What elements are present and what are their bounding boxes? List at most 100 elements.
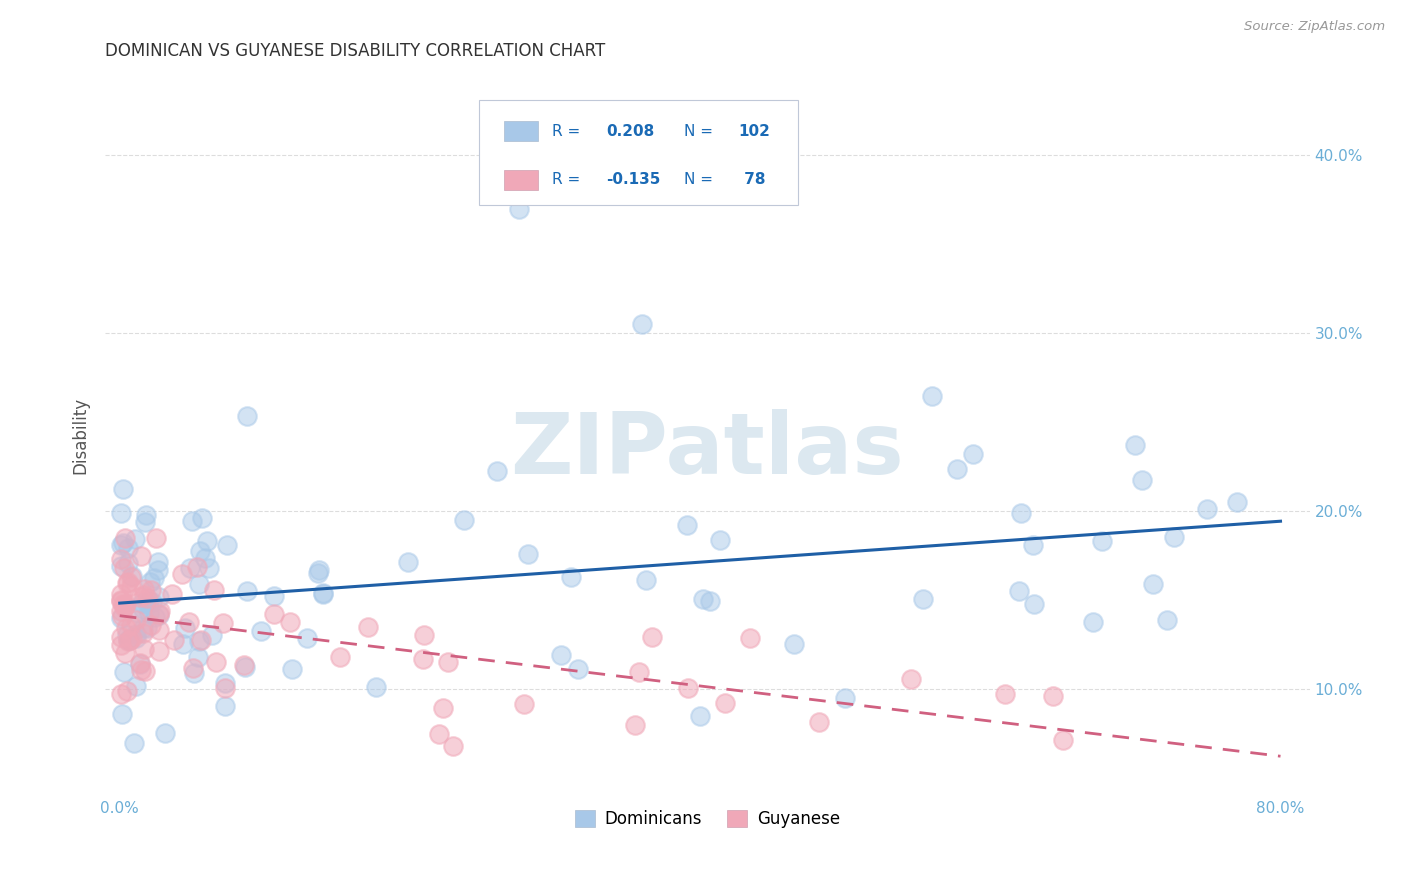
Point xyxy=(263,607,285,621)
Point xyxy=(513,697,536,711)
Point xyxy=(312,586,335,600)
Point xyxy=(149,604,172,618)
Point xyxy=(110,687,132,701)
Point xyxy=(188,543,211,558)
Point xyxy=(136,621,159,635)
Point xyxy=(148,623,170,637)
FancyBboxPatch shape xyxy=(478,101,797,205)
Point xyxy=(912,591,935,606)
Point xyxy=(174,621,197,635)
Point xyxy=(921,388,943,402)
Point xyxy=(194,550,217,565)
Point xyxy=(198,561,221,575)
Point xyxy=(117,632,139,647)
Point xyxy=(141,595,163,609)
Point xyxy=(110,611,132,625)
Point xyxy=(235,583,257,598)
Point xyxy=(1042,689,1064,703)
Point xyxy=(214,676,236,690)
Point xyxy=(211,616,233,631)
Point xyxy=(160,586,183,600)
Point xyxy=(110,604,132,618)
Point xyxy=(1083,615,1105,629)
Point xyxy=(624,718,647,732)
Point xyxy=(699,594,721,608)
Point xyxy=(1022,597,1045,611)
Point xyxy=(486,465,509,479)
Point xyxy=(994,687,1017,701)
Point xyxy=(1163,530,1185,544)
Point xyxy=(412,652,434,666)
Point xyxy=(118,632,141,647)
Point xyxy=(186,650,208,665)
Text: ZIPatlas: ZIPatlas xyxy=(510,409,904,491)
Point xyxy=(179,561,201,575)
Point xyxy=(280,662,302,676)
Point xyxy=(145,531,167,545)
Point xyxy=(366,680,388,694)
Point xyxy=(122,736,145,750)
Legend: Dominicans, Guyanese: Dominicans, Guyanese xyxy=(568,803,846,835)
Point xyxy=(214,681,236,695)
Point xyxy=(117,634,139,648)
Point xyxy=(263,589,285,603)
Point xyxy=(110,538,132,552)
Point xyxy=(117,575,139,590)
Point xyxy=(125,679,148,693)
Point xyxy=(1090,533,1112,548)
Point xyxy=(121,568,143,582)
Point xyxy=(112,561,135,575)
Point xyxy=(432,701,454,715)
Text: -0.135: -0.135 xyxy=(606,172,661,187)
Point xyxy=(641,630,664,644)
Point xyxy=(783,637,806,651)
Point xyxy=(205,655,228,669)
Point xyxy=(427,727,450,741)
Text: DOMINICAN VS GUYANESE DISABILITY CORRELATION CHART: DOMINICAN VS GUYANESE DISABILITY CORRELA… xyxy=(105,42,606,60)
Point xyxy=(183,665,205,680)
Point xyxy=(110,559,132,574)
Point xyxy=(120,632,142,647)
Point xyxy=(740,631,762,645)
Point xyxy=(295,631,318,645)
Point xyxy=(396,555,419,569)
Point xyxy=(129,657,152,672)
Point xyxy=(1142,577,1164,591)
Point xyxy=(135,508,157,522)
Point xyxy=(117,684,139,698)
Point xyxy=(120,618,142,632)
Point xyxy=(143,610,166,624)
Point xyxy=(141,582,163,597)
Point xyxy=(111,482,134,496)
Point xyxy=(627,665,650,679)
Point xyxy=(143,571,166,585)
Point xyxy=(117,557,139,571)
Point xyxy=(214,699,236,714)
Point xyxy=(131,626,153,640)
Point xyxy=(689,709,711,723)
Point xyxy=(127,606,149,620)
Point xyxy=(111,536,134,550)
Point xyxy=(132,588,155,602)
Point xyxy=(1156,613,1178,627)
Point xyxy=(148,607,170,622)
Point xyxy=(124,532,146,546)
Text: 0.208: 0.208 xyxy=(606,124,654,139)
Point xyxy=(110,630,132,644)
Point xyxy=(125,627,148,641)
Point xyxy=(1123,438,1146,452)
Point xyxy=(201,627,224,641)
Point xyxy=(357,620,380,634)
Point xyxy=(443,739,465,754)
Point xyxy=(153,725,176,739)
Point xyxy=(1052,732,1074,747)
Point xyxy=(172,567,194,582)
Point xyxy=(560,570,582,584)
FancyBboxPatch shape xyxy=(503,121,537,141)
Point xyxy=(900,672,922,686)
Point xyxy=(188,633,211,648)
Point xyxy=(110,593,132,607)
Point xyxy=(115,622,138,636)
Point xyxy=(120,570,142,584)
Point xyxy=(195,534,218,549)
